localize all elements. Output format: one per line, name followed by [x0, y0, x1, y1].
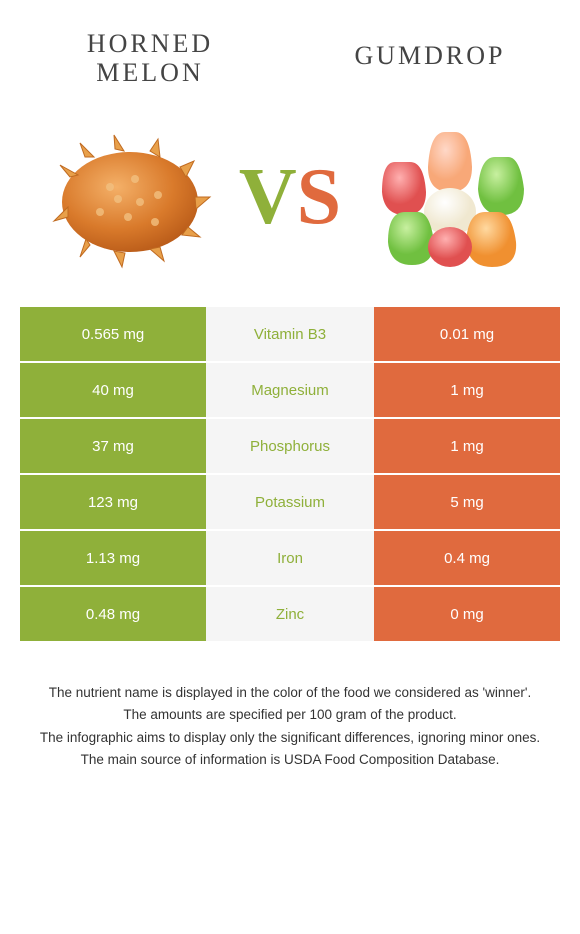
table-row: 0.48 mgZinc0 mg [20, 587, 560, 643]
left-value: 37 mg [20, 419, 206, 473]
nutrient-label: Phosphorus [206, 419, 374, 473]
left-value: 0.48 mg [20, 587, 206, 641]
hero-row: VS [0, 97, 580, 307]
right-food-title: GUMDROP [330, 30, 530, 71]
nutrient-label: Iron [206, 531, 374, 585]
right-food-image [360, 117, 540, 277]
nutrient-label: Magnesium [206, 363, 374, 417]
right-value: 0 mg [374, 587, 560, 641]
footer-line: The main source of information is USDA F… [30, 750, 550, 770]
footer-line: The nutrient name is displayed in the co… [30, 683, 550, 703]
table-row: 0.565 mgVitamin B30.01 mg [20, 307, 560, 363]
right-value: 1 mg [374, 363, 560, 417]
vs-v: V [239, 153, 297, 241]
right-value: 0.4 mg [374, 531, 560, 585]
right-value: 5 mg [374, 475, 560, 529]
nutrient-table: 0.565 mgVitamin B30.01 mg40 mgMagnesium1… [0, 307, 580, 643]
vs-s: S [297, 153, 342, 241]
footer-notes: The nutrient name is displayed in the co… [0, 643, 580, 770]
vs-label: VS [239, 157, 341, 237]
nutrient-label: Vitamin B3 [206, 307, 374, 361]
left-food-title: HORNED MELON [50, 30, 250, 87]
header: HORNED MELON GUMDROP [0, 0, 580, 97]
right-value: 1 mg [374, 419, 560, 473]
table-row: 1.13 mgIron0.4 mg [20, 531, 560, 587]
table-row: 123 mgPotassium5 mg [20, 475, 560, 531]
left-food-image [40, 117, 220, 277]
nutrient-label: Zinc [206, 587, 374, 641]
right-value: 0.01 mg [374, 307, 560, 361]
footer-line: The infographic aims to display only the… [30, 728, 550, 748]
left-title-line1: HORNED [87, 29, 213, 58]
left-value: 1.13 mg [20, 531, 206, 585]
left-value: 0.565 mg [20, 307, 206, 361]
table-row: 40 mgMagnesium1 mg [20, 363, 560, 419]
nutrient-label: Potassium [206, 475, 374, 529]
footer-line: The amounts are specified per 100 gram o… [30, 705, 550, 725]
right-title-line1: GUMDROP [354, 41, 505, 70]
left-title-line2: MELON [96, 58, 203, 87]
left-value: 123 mg [20, 475, 206, 529]
left-value: 40 mg [20, 363, 206, 417]
table-row: 37 mgPhosphorus1 mg [20, 419, 560, 475]
